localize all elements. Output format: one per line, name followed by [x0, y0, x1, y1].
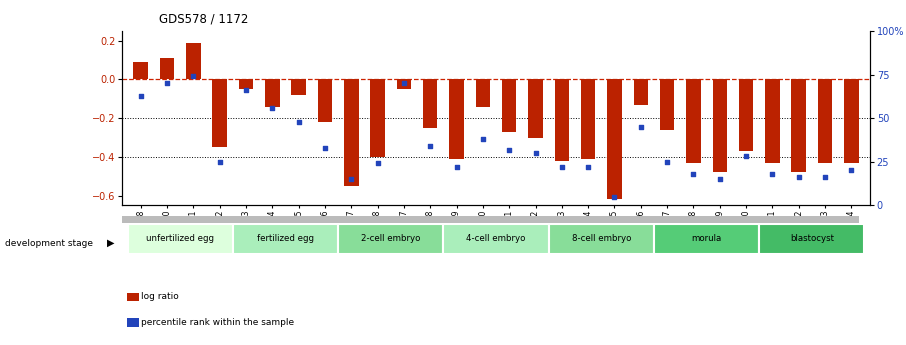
- Bar: [449, 79, 464, 159]
- Point: [581, 164, 595, 170]
- Point: [344, 176, 359, 182]
- Bar: [371, 79, 385, 157]
- Point: [528, 150, 543, 156]
- Bar: [766, 79, 780, 163]
- Point: [133, 93, 148, 98]
- Bar: [397, 79, 411, 89]
- Text: 4-cell embryo: 4-cell embryo: [467, 234, 525, 244]
- Point: [397, 80, 411, 86]
- Bar: [476, 79, 490, 107]
- Point: [792, 175, 806, 180]
- Text: ▶: ▶: [107, 238, 114, 248]
- Bar: [318, 79, 333, 122]
- Bar: [443, 224, 549, 254]
- Bar: [265, 79, 280, 107]
- Bar: [133, 62, 148, 79]
- Point: [712, 176, 727, 182]
- Bar: [660, 79, 674, 130]
- Bar: [738, 79, 753, 151]
- Point: [818, 175, 833, 180]
- Point: [159, 80, 174, 86]
- Point: [239, 88, 254, 93]
- Point: [476, 136, 490, 142]
- Text: morula: morula: [691, 234, 722, 244]
- Bar: [212, 79, 226, 147]
- Text: 8-cell embryo: 8-cell embryo: [572, 234, 631, 244]
- Bar: [502, 79, 516, 132]
- Bar: [759, 224, 864, 254]
- Point: [212, 159, 226, 165]
- Bar: [233, 224, 338, 254]
- Bar: [423, 79, 438, 128]
- Bar: [686, 79, 700, 163]
- Point: [738, 154, 753, 159]
- Text: development stage: development stage: [5, 239, 92, 248]
- Text: percentile rank within the sample: percentile rank within the sample: [141, 318, 294, 327]
- Text: GDS578 / 1172: GDS578 / 1172: [159, 12, 248, 25]
- Point: [292, 119, 306, 125]
- Text: 2-cell embryo: 2-cell embryo: [361, 234, 420, 244]
- Point: [660, 159, 674, 165]
- Text: log ratio: log ratio: [141, 292, 179, 301]
- Bar: [338, 224, 443, 254]
- Bar: [633, 79, 648, 105]
- Point: [554, 164, 569, 170]
- Point: [423, 143, 438, 149]
- Text: fertilized egg: fertilized egg: [257, 234, 314, 244]
- Bar: [818, 79, 833, 163]
- Bar: [344, 79, 359, 186]
- Point: [449, 164, 464, 170]
- Bar: [844, 79, 859, 163]
- Bar: [792, 79, 806, 172]
- Point: [186, 73, 200, 79]
- Text: unfertilized egg: unfertilized egg: [146, 234, 214, 244]
- Point: [633, 124, 648, 130]
- Bar: [159, 58, 174, 79]
- Bar: [654, 224, 759, 254]
- Bar: [607, 79, 622, 199]
- Bar: [528, 79, 543, 138]
- Bar: [549, 224, 654, 254]
- Bar: [554, 79, 569, 161]
- Point: [502, 147, 516, 152]
- Bar: [292, 79, 306, 95]
- Bar: [581, 79, 595, 159]
- Point: [265, 105, 280, 110]
- Point: [686, 171, 700, 177]
- Bar: [239, 79, 254, 89]
- Bar: [186, 43, 200, 79]
- Bar: [128, 224, 233, 254]
- Point: [607, 194, 622, 199]
- Point: [844, 168, 859, 173]
- Text: blastocyst: blastocyst: [790, 234, 834, 244]
- Point: [766, 171, 780, 177]
- Bar: [712, 79, 727, 172]
- Point: [318, 145, 333, 150]
- Point: [371, 161, 385, 166]
